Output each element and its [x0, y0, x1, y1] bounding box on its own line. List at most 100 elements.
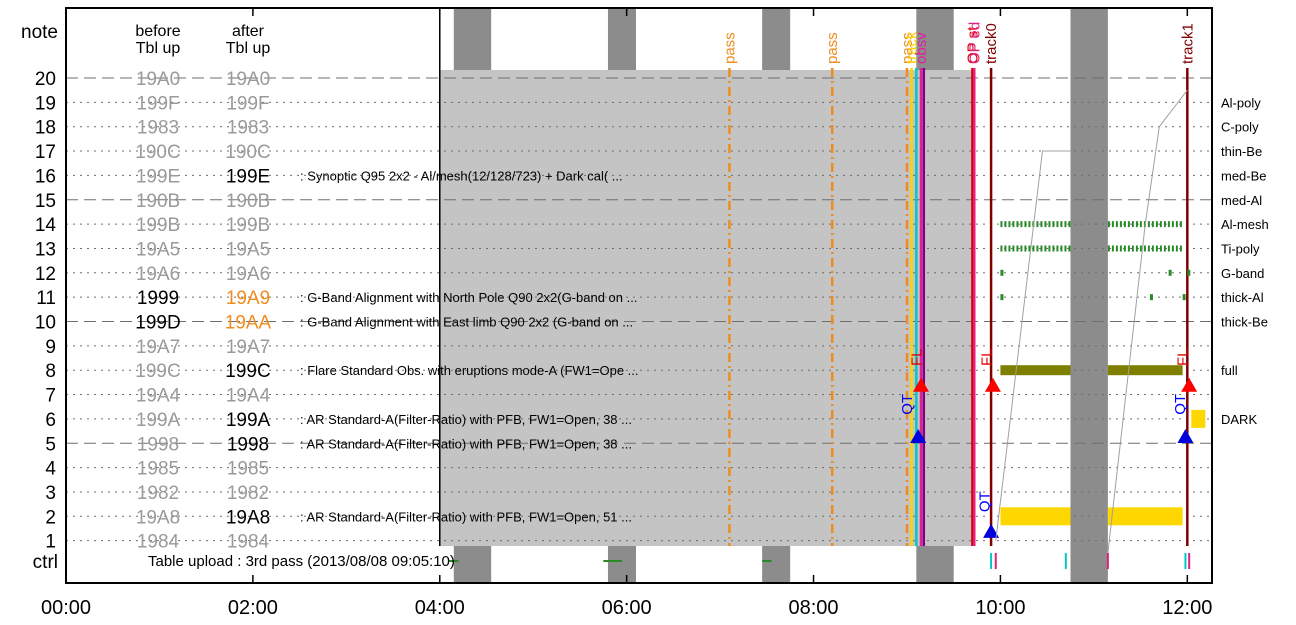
col-header-before: Tbl up: [136, 40, 181, 57]
after-code: 199E: [226, 166, 270, 187]
y-top-label: note: [21, 22, 58, 43]
after-code: 1982: [227, 483, 269, 504]
event-label: track0: [983, 23, 1000, 64]
ctrl-text: Table upload : 3rd pass (2013/08/08 09:0…: [148, 553, 455, 570]
after-code: 19A6: [226, 264, 270, 285]
x-tick-label: 06:00: [602, 597, 652, 619]
right-label: med-Be: [1221, 168, 1267, 183]
after-code: 19A9: [226, 288, 270, 309]
before-code: 1983: [137, 118, 179, 139]
event-triangle: [1177, 428, 1194, 443]
before-code: 190B: [136, 191, 180, 212]
x-tick-label: 00:00: [41, 597, 91, 619]
y-tick-label: 16: [35, 166, 56, 187]
after-code: 19A8: [226, 507, 270, 528]
event-triangle: [983, 523, 1000, 538]
after-code: 199B: [226, 215, 270, 236]
g-band-tick: [1187, 269, 1191, 276]
after-code: 19A4: [226, 386, 271, 407]
before-code: 1985: [137, 459, 179, 480]
y-tick-label: 10: [35, 313, 56, 334]
full-bar: [1000, 365, 1071, 376]
after-code: 199F: [226, 93, 269, 114]
before-code: 19A6: [136, 264, 180, 285]
x-tick-label: 04:00: [415, 597, 465, 619]
sawtooth-line: [995, 150, 1071, 541]
y-tick-label: 13: [35, 239, 56, 260]
event-label: track1: [1179, 23, 1196, 64]
before-code: 1984: [137, 532, 180, 553]
y-tick-label: 5: [45, 434, 56, 455]
g-band-tick: [1182, 294, 1186, 301]
marker-label: QT: [977, 491, 994, 512]
plot-frame: [65, 7, 1213, 584]
x-tick-label: 12:00: [1162, 597, 1212, 619]
row-description: : AR Standard-A(Filter-Ratio) with PFB, …: [300, 436, 632, 451]
marker-label: FL: [978, 349, 995, 367]
right-label: full: [1221, 363, 1238, 378]
y-tick-label: 18: [35, 118, 56, 139]
row-description: : G-Band Alignment with North Pole Q90 2…: [300, 290, 637, 305]
g-band-tick: [1149, 294, 1153, 301]
before-code: 199D: [135, 313, 180, 334]
marker-label: FL: [1175, 349, 1192, 367]
y-tick-label: 19: [35, 93, 56, 114]
right-label: thick-Al: [1221, 290, 1264, 305]
row-description: : G-Band Alignment with East limb Q90 2x…: [300, 315, 633, 330]
before-code: 199A: [136, 410, 181, 431]
right-label: Ti-poly: [1221, 241, 1260, 256]
right-label: Al-poly: [1221, 95, 1261, 110]
event-label: OP ed: [966, 22, 983, 64]
g-band-tick: [1000, 294, 1004, 301]
right-label: G-band: [1221, 266, 1264, 281]
yellow-bar: [1107, 507, 1183, 526]
row-description: : AR Standard-A(Filter-Ratio) with PFB, …: [300, 509, 632, 524]
before-code: 1982: [137, 483, 179, 504]
y-tick-label: 6: [45, 410, 56, 431]
marker-label: QT: [1172, 394, 1189, 415]
after-code: 190C: [225, 142, 270, 163]
event-label: OP st: [964, 26, 981, 64]
y-tick-label: 3: [45, 483, 56, 504]
y-tick-label: 17: [35, 142, 56, 163]
before-code: 19A7: [136, 337, 180, 358]
pass-label: pass: [899, 32, 916, 64]
before-code: 19A0: [136, 69, 180, 90]
y-tick-label: 12: [35, 264, 56, 285]
right-label: Al-mesh: [1221, 217, 1269, 232]
y-tick-label: 20: [35, 69, 56, 90]
event-triangle: [984, 377, 1001, 392]
y-tick-label: 7: [45, 386, 56, 407]
pass-label: pass: [824, 32, 841, 64]
y-tick-label: 15: [35, 191, 56, 212]
after-code: 199A: [226, 410, 271, 431]
before-code: 199E: [136, 166, 180, 187]
after-code: 19A7: [226, 337, 270, 358]
x-tick-label: 02:00: [228, 597, 278, 619]
dark-bar: [1191, 409, 1206, 428]
before-code: 199F: [136, 93, 179, 114]
g-band-tick: [1000, 269, 1004, 276]
after-code: 1998: [227, 434, 269, 455]
right-label: med-Al: [1221, 193, 1262, 208]
before-code: 190C: [135, 142, 180, 163]
col-header-before: before: [135, 23, 180, 40]
yellow-bar: [1000, 507, 1071, 526]
y-tick-label: 4: [45, 459, 56, 480]
y-tick-label: 14: [35, 215, 57, 236]
event-triangle: [910, 428, 927, 443]
right-label: thin-Be: [1221, 144, 1262, 159]
before-code: 19A5: [136, 239, 180, 260]
after-code: 199C: [225, 361, 270, 382]
right-label: DARK: [1221, 412, 1257, 427]
after-code: 190B: [226, 191, 270, 212]
y-tick-label: 8: [45, 361, 56, 382]
after-code: 1983: [227, 118, 269, 139]
row-description: : AR Standard-A(Filter-Ratio) with PFB, …: [300, 412, 632, 427]
night-band: [1070, 8, 1108, 583]
before-code: 199C: [135, 361, 180, 382]
g-band-tick: [1168, 269, 1172, 276]
after-code: 19A5: [226, 239, 270, 260]
right-label: thick-Be: [1221, 315, 1268, 330]
y-bottom-label: ctrl: [33, 552, 58, 573]
